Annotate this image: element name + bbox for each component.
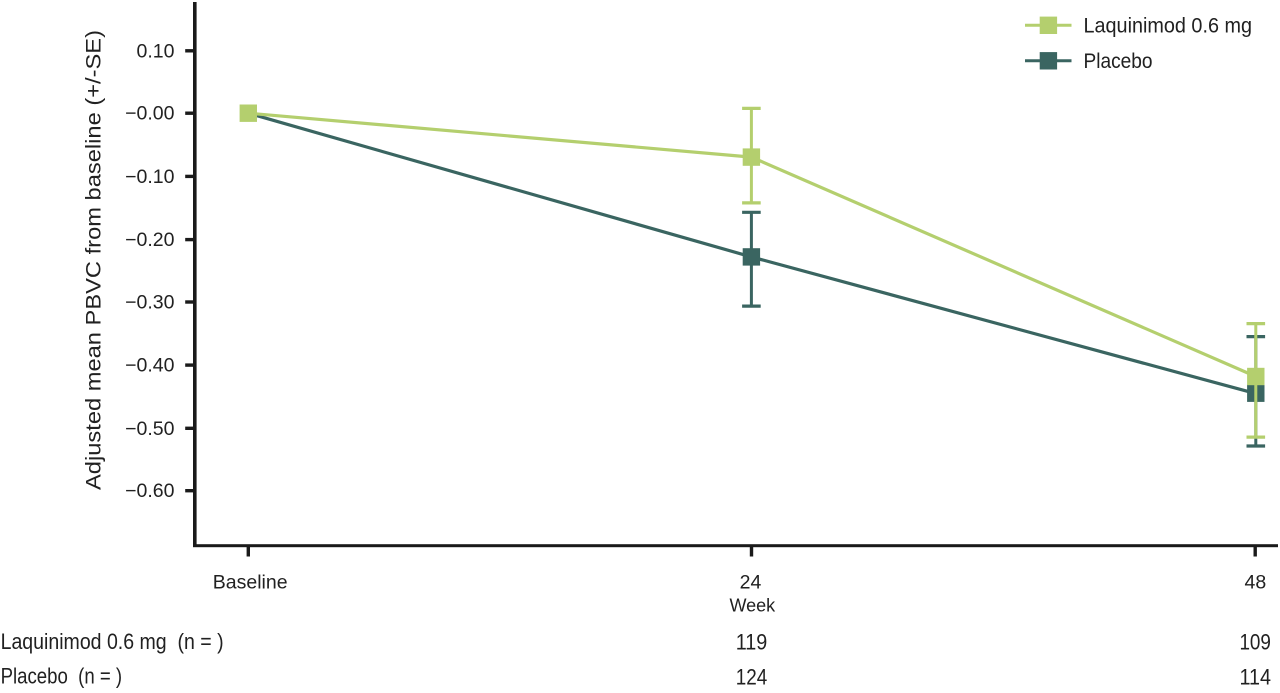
svg-text:−0.00: −0.00 xyxy=(125,103,174,125)
svg-text:−0.20: −0.20 xyxy=(125,229,174,251)
svg-text:119: 119 xyxy=(736,630,768,655)
svg-text:Placebo: Placebo xyxy=(1084,49,1153,73)
svg-text:124: 124 xyxy=(736,665,768,688)
svg-text:114: 114 xyxy=(1239,665,1271,688)
svg-text:−0.10: −0.10 xyxy=(125,166,174,188)
svg-text:0.10: 0.10 xyxy=(137,40,175,62)
svg-text:Baseline: Baseline xyxy=(213,572,288,594)
svg-text:−0.40: −0.40 xyxy=(125,355,174,377)
svg-text:Laquinimod 0.6 mg: Laquinimod 0.6 mg xyxy=(1084,14,1253,38)
svg-text:Laquinimod 0.6 mg (n = ): Laquinimod 0.6 mg (n = ) xyxy=(1,629,224,654)
svg-text:−0.30: −0.30 xyxy=(125,292,174,314)
svg-text:Adjusted mean PBVC from baseli: Adjusted mean PBVC from baseline (+/-SE) xyxy=(82,30,106,490)
svg-text:109: 109 xyxy=(1239,630,1271,655)
svg-text:−0.50: −0.50 xyxy=(125,418,174,440)
svg-text:Placebo (n = ): Placebo (n = ) xyxy=(1,664,123,688)
svg-text:24: 24 xyxy=(740,572,762,594)
svg-text:Week: Week xyxy=(729,596,776,616)
svg-text:48: 48 xyxy=(1245,572,1267,594)
svg-text:−0.60: −0.60 xyxy=(125,480,174,502)
